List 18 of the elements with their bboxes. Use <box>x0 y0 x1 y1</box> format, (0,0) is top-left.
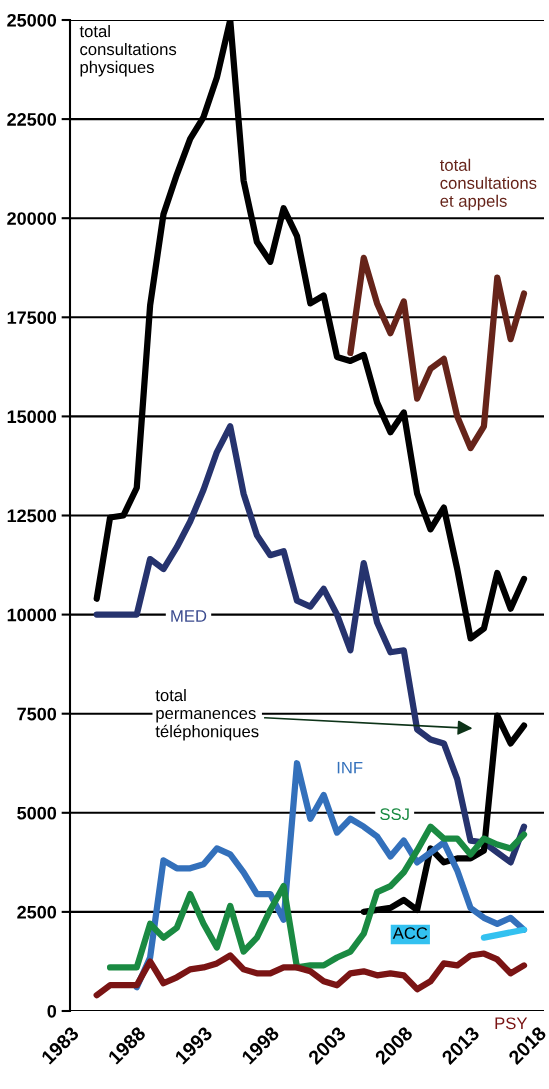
y-tick-label: 5000 <box>17 806 57 820</box>
y-tick-label: 25000 <box>7 13 57 27</box>
text: total consultations et appels <box>439 158 537 211</box>
y-tick-label: 22500 <box>7 113 57 126</box>
y-tick-label: 7500 <box>17 707 57 721</box>
y-tick-label: 12500 <box>7 509 57 523</box>
text: ACC <box>392 927 428 940</box>
series-label: MED <box>171 610 207 622</box>
text: total permanences téléphoniques <box>155 688 259 741</box>
text: total consultations physiques <box>79 24 177 77</box>
y-tick-label: 15000 <box>7 410 57 424</box>
y-tick-label: 10000 <box>7 608 57 622</box>
series-label: SSJ <box>380 808 409 821</box>
y-tick-label: 2500 <box>17 905 57 919</box>
y-tick-label: 0 <box>47 1004 57 1018</box>
series-label: INF <box>337 761 363 774</box>
y-tick-label: 20000 <box>7 212 57 225</box>
y-tick-label: 17500 <box>7 311 57 325</box>
